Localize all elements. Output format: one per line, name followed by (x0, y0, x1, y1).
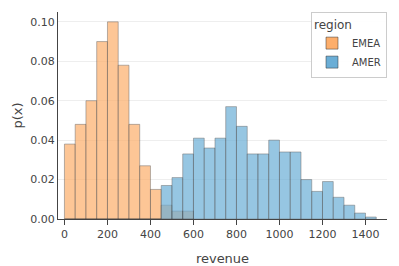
svg-text:p(x): p(x) (10, 102, 25, 128)
svg-text:600: 600 (183, 228, 204, 241)
svg-text:0.08: 0.08 (30, 55, 55, 68)
svg-text:0.06: 0.06 (30, 95, 55, 108)
svg-text:0: 0 (61, 228, 68, 241)
svg-text:0.04: 0.04 (30, 134, 55, 147)
svg-text:revenue: revenue (196, 251, 249, 266)
svg-text:region: region (314, 18, 352, 32)
svg-text:400: 400 (140, 228, 161, 241)
svg-text:200: 200 (97, 228, 118, 241)
svg-text:1000: 1000 (265, 228, 293, 241)
svg-text:EMEA: EMEA (352, 38, 380, 49)
svg-text:0.10: 0.10 (30, 16, 55, 29)
svg-text:0.02: 0.02 (30, 173, 55, 186)
svg-text:1200: 1200 (308, 228, 336, 241)
svg-text:800: 800 (226, 228, 247, 241)
svg-text:1400: 1400 (352, 228, 380, 241)
svg-text:AMER: AMER (352, 57, 381, 68)
svg-text:0.00: 0.00 (30, 213, 55, 226)
